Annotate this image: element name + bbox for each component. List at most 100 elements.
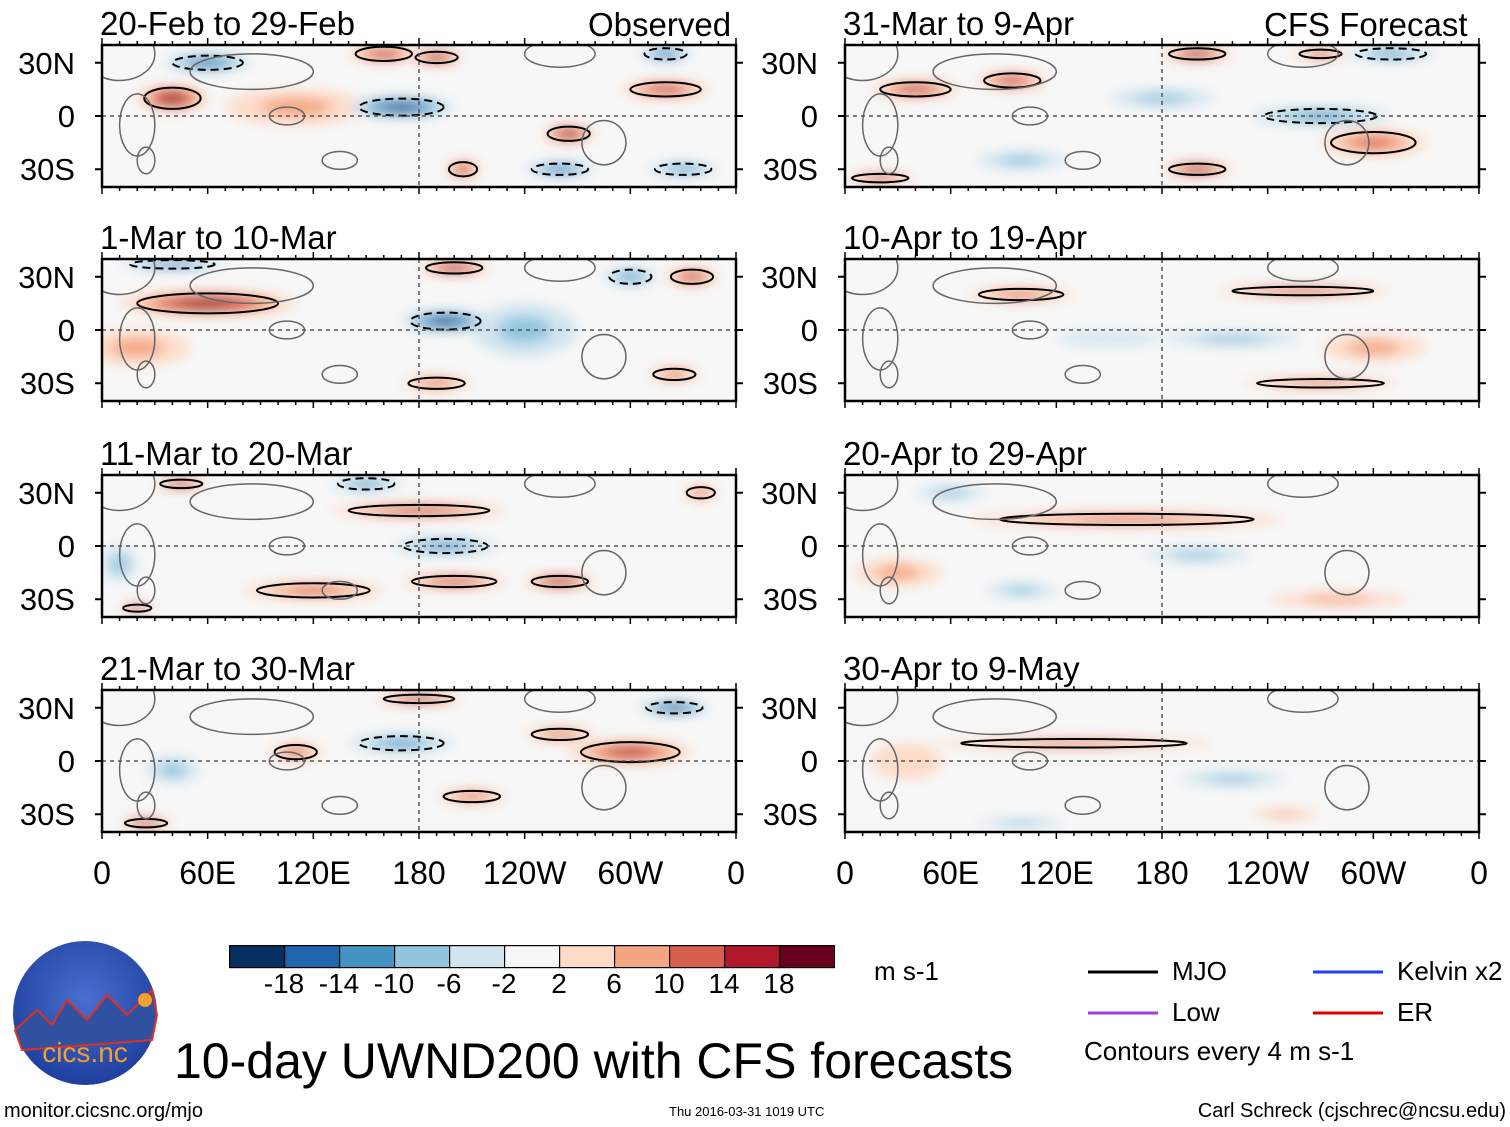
contour-line — [685, 486, 716, 500]
lat-tick-label: 0 — [800, 529, 818, 564]
contour-line — [629, 81, 702, 98]
lat-tick-label: 30S — [19, 152, 75, 187]
colorbar-label: 6 — [606, 968, 622, 999]
contour-line — [159, 478, 204, 490]
anomaly-blob — [621, 273, 640, 280]
coastline — [932, 698, 1058, 736]
legend-label: Low — [1172, 997, 1220, 1027]
colorbar-label: -10 — [373, 968, 415, 999]
anomaly-blob — [1073, 517, 1180, 522]
anomaly-blob — [1003, 78, 1022, 83]
anomaly-blob — [685, 274, 699, 279]
lat-tick-label: 0 — [800, 313, 818, 348]
lat-tick-label: 30S — [19, 797, 75, 832]
coastline — [845, 475, 899, 512]
coastline — [102, 45, 156, 82]
anomaly-blob — [904, 87, 927, 92]
legend-label: ER — [1397, 997, 1434, 1027]
figure-title: 10-day UWND200 with CFS forecasts — [174, 1033, 1014, 1089]
colorbar-label: -18 — [263, 968, 305, 999]
logo-text: cics.nc — [42, 1037, 128, 1068]
coastline — [1266, 259, 1339, 282]
legend-label: Kelvin x2 — [1397, 956, 1503, 986]
contour-line — [960, 737, 1188, 749]
contour-line — [643, 47, 688, 61]
lat-tick-label: 30N — [18, 691, 75, 726]
coastline — [102, 475, 156, 512]
contour-line — [608, 268, 653, 285]
coastline — [102, 690, 156, 727]
colorbar-swatch — [394, 945, 451, 969]
lat-tick-label: 0 — [800, 99, 818, 134]
forecast-label: CFS Forecast — [1264, 6, 1468, 43]
anomaly-blob — [286, 749, 305, 756]
colorbar-unit: m s-1 — [874, 956, 939, 986]
anomaly-blob — [1294, 381, 1347, 386]
coastline — [321, 364, 359, 384]
anomaly-blob — [374, 51, 393, 57]
coastline — [1064, 580, 1102, 600]
anomaly-blob — [1003, 292, 1039, 297]
lat-tick-label: 30S — [762, 152, 818, 187]
lon-tick-label: 60E — [179, 855, 237, 891]
coastline — [932, 267, 1058, 305]
coastline — [321, 150, 359, 170]
coastline — [1324, 549, 1370, 596]
legend-line-low — [1088, 1011, 1158, 1015]
coastline — [1324, 119, 1370, 166]
lon-tick-label: 0 — [1470, 855, 1488, 891]
contour-note: Contours every 4 m s-1 — [1084, 1036, 1355, 1066]
contour-line — [652, 367, 697, 382]
contour-line — [1168, 162, 1227, 176]
lon-tick-label: 120E — [275, 855, 351, 891]
contour-line — [442, 789, 502, 804]
colorbar-label: -6 — [436, 968, 462, 999]
anomaly-blob — [871, 176, 890, 180]
anomaly-blob — [1302, 595, 1374, 603]
colorbar-swatch — [338, 945, 396, 969]
anomaly-blob — [667, 706, 682, 710]
colorbar-swatch — [229, 945, 286, 969]
contour-line — [425, 261, 484, 275]
anomaly-blob — [159, 262, 186, 266]
map-panel — [95, 683, 743, 839]
lat-tick-label: 30N — [761, 260, 818, 295]
source-url[interactable]: monitor.cicsnc.org/mjo — [4, 1100, 203, 1122]
contour-line — [653, 162, 713, 176]
anomaly-blob — [933, 489, 969, 497]
contour-line — [1330, 130, 1417, 155]
contour-line — [255, 582, 371, 599]
lon-tick-label: 120W — [1225, 855, 1310, 891]
anomaly-blob — [175, 482, 187, 485]
coastline — [523, 690, 596, 713]
coastline — [845, 259, 899, 296]
anomaly-blob — [1376, 51, 1406, 57]
anomaly-blob — [552, 580, 567, 583]
coastline — [879, 576, 899, 605]
anomaly-blob — [563, 131, 574, 136]
coastline — [1266, 45, 1339, 68]
anomaly-blob — [875, 565, 920, 580]
panel-title: 30-Apr to 9-May — [843, 650, 1080, 687]
panel-title: 11-Mar to 20-Mar — [100, 435, 353, 472]
lon-tick-label: 180 — [392, 855, 446, 891]
lat-tick-label: 30N — [761, 476, 818, 511]
contour-line — [407, 376, 466, 390]
contour-line — [273, 744, 318, 761]
lat-tick-label: 30N — [18, 260, 75, 295]
coastline — [136, 791, 156, 820]
coastline — [845, 690, 899, 727]
panel-title: 20-Feb to 29-Feb — [100, 5, 355, 42]
legend-label: MJO — [1172, 956, 1227, 986]
lat-tick-label: 0 — [57, 99, 75, 134]
panel-title: 31-Mar to 9-Apr — [843, 5, 1075, 42]
coastline — [581, 764, 627, 811]
contour-line — [409, 311, 482, 331]
anomaly-blob — [1280, 289, 1325, 293]
contour-line — [1298, 48, 1343, 60]
anomaly-blob — [1355, 138, 1391, 148]
anomaly-blob — [458, 167, 468, 172]
colorbar-label: 2 — [551, 968, 567, 999]
anomaly-blob — [999, 155, 1044, 165]
contour-line — [530, 574, 590, 589]
